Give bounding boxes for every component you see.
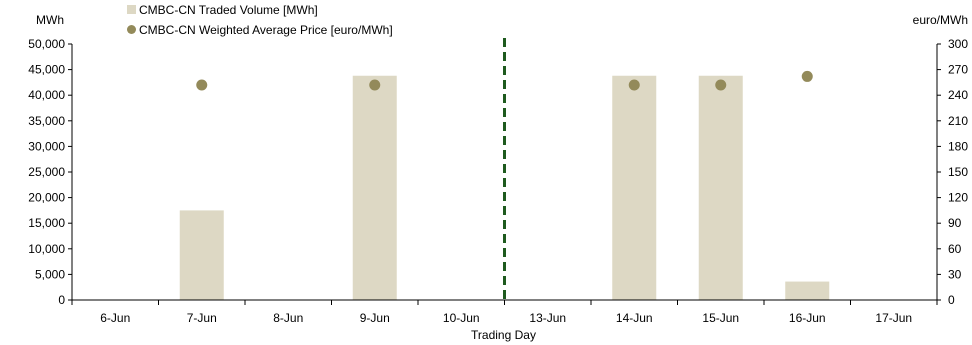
y-left-tick-label: 25,000 [28,165,65,179]
y-right-tick-label: 90 [948,216,962,230]
x-axis-title: Trading Day [471,328,536,342]
y-right-axis: 0 30 60 90 120 150 180 210 240 270 300 [937,37,968,307]
y-right-tick-label: 270 [948,63,968,77]
volume-bar [612,75,657,300]
y-right-tick-label: 240 [948,88,968,102]
y-left-tick-label: 35,000 [28,114,65,128]
price-point [628,79,640,91]
volume-bar [352,75,397,300]
y-right-tick-label: 300 [948,37,968,51]
volume-bar [785,281,830,300]
y-left-tick-label: 10,000 [28,242,65,256]
x-tick-label: 6-Jun [100,311,130,325]
y-right-tick-label: 210 [948,114,968,128]
y-right-tick-label: 30 [948,267,962,281]
legend: CMBC-CN Traded Volume [MWh] CMBC-CN Weigh… [127,3,393,37]
volume-bars [179,75,830,300]
y-right-unit-label: euro/MWh [913,13,968,27]
y-left-tick-label: 20,000 [28,191,65,205]
volume-bar [698,75,743,300]
price-point [715,79,727,91]
y-left-tick-label: 50,000 [28,37,65,51]
y-left-unit-label: MWh [36,13,64,27]
y-left-tick-label: 45,000 [28,63,65,77]
x-tick-label: 17-Jun [875,311,912,325]
legend-label-volume: CMBC-CN Traded Volume [MWh] [139,3,318,17]
x-tick-label: 13-Jun [529,311,566,325]
price-point [196,79,208,91]
y-right-tick-label: 180 [948,139,968,153]
x-tick-label: 16-Jun [789,311,826,325]
y-left-tick-label: 40,000 [28,88,65,102]
y-right-tick-label: 150 [948,165,968,179]
y-right-tick-label: 120 [948,191,968,205]
y-right-tick-label: 60 [948,242,962,256]
legend-swatch-volume [127,5,136,14]
price-point [369,79,381,91]
y-right-tick-label: 0 [948,293,955,307]
x-tick-label: 9-Jun [360,311,390,325]
y-left-tick-label: 5,000 [35,267,65,281]
x-tick-label: 14-Jun [616,311,653,325]
y-left-tick-label: 30,000 [28,139,65,153]
x-tick-label: 8-Jun [273,311,303,325]
legend-label-price: CMBC-CN Weighted Average Price [euro/MWh… [139,23,393,37]
volume-bar [179,210,224,300]
y-left-tick-label: 0 [58,293,65,307]
x-axis: 6-Jun 7-Jun 8-Jun 9-Jun 10-Jun 13-Jun 14-Jun 15… [71,300,938,325]
x-tick-label: 7-Jun [187,311,217,325]
x-tick-label: 10-Jun [443,311,480,325]
price-points [196,70,813,91]
legend-swatch-price [127,25,136,34]
x-tick-label: 15-Jun [702,311,739,325]
y-left-axis: 0 5,000 10,000 15,000 20,000 25,000 30,000 35,0… [28,37,72,307]
y-left-tick-label: 15,000 [28,216,65,230]
price-point [801,70,813,82]
